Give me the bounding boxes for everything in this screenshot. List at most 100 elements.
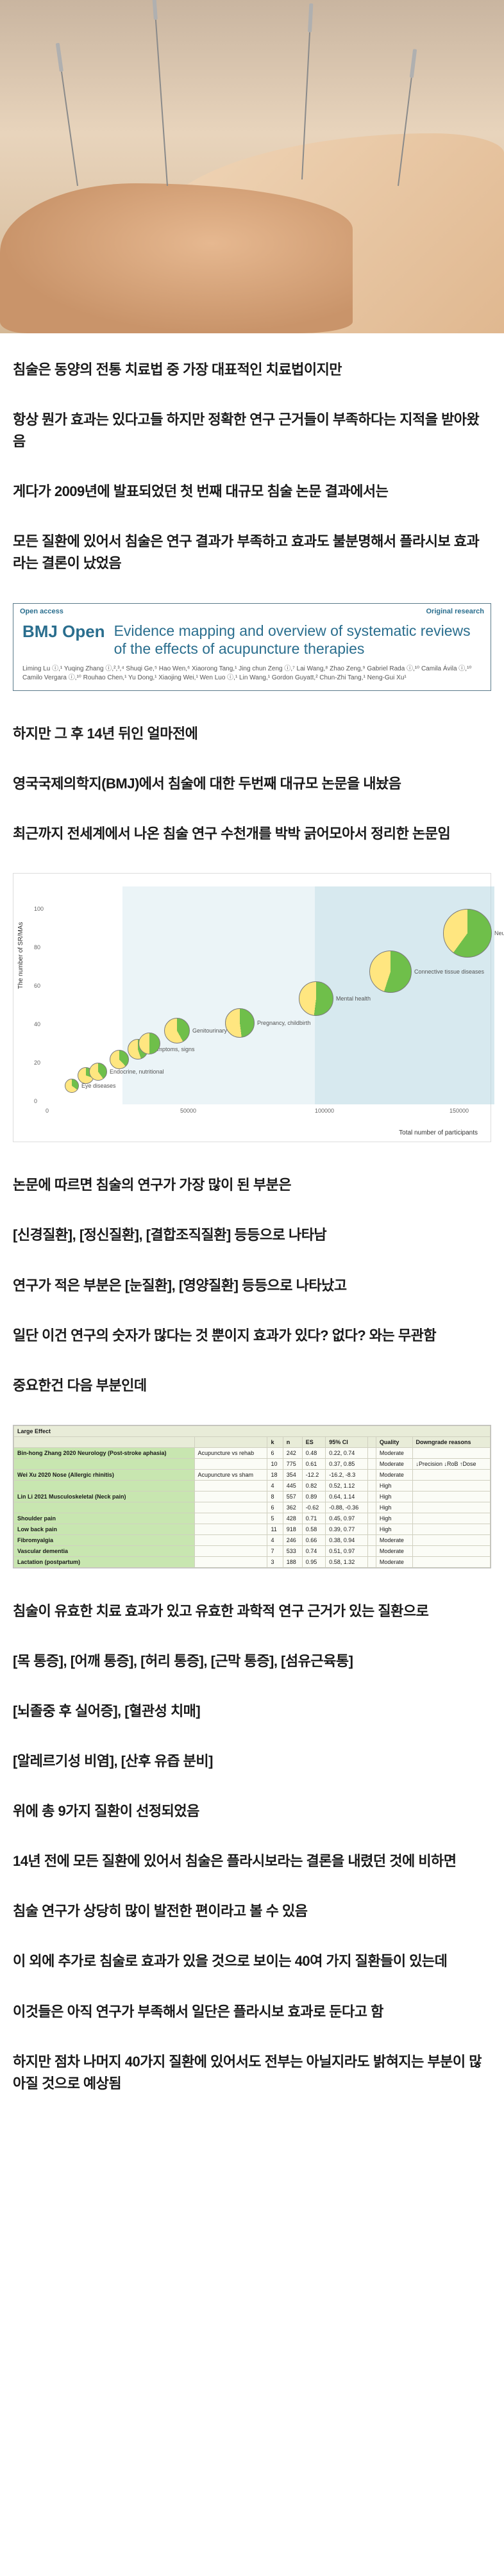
table-cell: High <box>376 1513 412 1524</box>
paragraph: 하지만 점차 나머지 40가지 질환에 있어서도 전부는 아닐지라도 밝혀지는 … <box>13 2051 491 2095</box>
paragraph: [뇌졸중 후 실어증], [혈관성 치매] <box>13 1700 491 1722</box>
table-cell: 188 <box>283 1556 302 1567</box>
table-cell: 3 <box>267 1556 283 1567</box>
table-cell: 0.37, 0.85 <box>326 1458 368 1469</box>
table-column-header: k <box>267 1436 283 1447</box>
chart-pie-label: Endocrine, nutritional <box>110 1068 164 1075</box>
table-row: Lin Li 2021 Musculoskeletal (Neck pain)8… <box>14 1491 491 1502</box>
table-cell: Moderate <box>376 1556 412 1567</box>
table-cell: -0.88, -0.36 <box>326 1502 368 1513</box>
hand-shape <box>0 183 353 333</box>
table-cell: 0.64, 1.14 <box>326 1491 368 1502</box>
paragraph: 항상 뭔가 효과는 있다고들 하지만 정확한 연구 근거들이 부족하다는 지적을… <box>13 409 491 453</box>
table-cell: 11 <box>267 1524 283 1534</box>
chart-ylabel: The number of SR/MAs <box>17 922 24 989</box>
paragraph: 영국국제의학지(BMJ)에서 침술에 대한 두번째 대규모 논문을 내놨음 <box>13 773 491 795</box>
paragraph: 침술 연구가 상당히 많이 발전한 편이라고 볼 수 있음 <box>13 1900 491 1922</box>
paragraph: 이 외에 추가로 침술로 효과가 있을 것으로 보이는 40여 가지 질환들이 … <box>13 1950 491 1972</box>
table-row: Vascular dementia75330.740.51, 0.97Moder… <box>14 1545 491 1556</box>
table-row: Fibromyalgia42460.660.38, 0.94Moderate <box>14 1534 491 1545</box>
table-cell <box>14 1458 195 1469</box>
chart-ytick: 40 <box>34 1021 40 1027</box>
table-cell: 246 <box>283 1534 302 1545</box>
table-row: Bin-hong Zhang 2020 Neurology (Post-stro… <box>14 1447 491 1458</box>
table-cell <box>412 1545 490 1556</box>
paragraph: 게다가 2009년에 발표되었던 첫 번째 대규모 침술 논문 결과에서는 <box>13 481 491 503</box>
paragraph: 모든 질환에 있어서 침술은 연구 결과가 부족하고 효과도 불분명해서 플라시… <box>13 531 491 574</box>
paragraph: 침술은 동양의 전통 치료법 중 가장 대표적인 치료법이지만 <box>13 359 491 381</box>
table-cell: 242 <box>283 1447 302 1458</box>
table-cell: 18 <box>267 1469 283 1480</box>
paragraph: [신경질환], [정신질환], [결합조직질환] 등등으로 나타남 <box>13 1224 491 1246</box>
table-cell: 6 <box>267 1447 283 1458</box>
article-body: 침술은 동양의 전통 치료법 중 가장 대표적인 치료법이지만 항상 뭔가 효과… <box>0 359 504 2095</box>
table-cell <box>412 1502 490 1513</box>
table-cell: 4 <box>267 1534 283 1545</box>
table-cell: Shoulder pain <box>14 1513 195 1524</box>
table-cell: 0.51, 0.97 <box>326 1545 368 1556</box>
table-cell: 445 <box>283 1480 302 1491</box>
paragraph: [목 통증], [어깨 통증], [허리 통증], [근막 통증], [섬유근육… <box>13 1650 491 1672</box>
table-cell: 6 <box>267 1502 283 1513</box>
chart-ytick: 80 <box>34 944 40 951</box>
chart-xtick: 50000 <box>180 1108 196 1114</box>
paragraph: 최근까지 전세계에서 나온 침술 연구 수천개를 박박 긁어모아서 정리한 논문… <box>13 823 491 845</box>
table-cell: 4 <box>267 1480 283 1491</box>
paragraph: 하지만 그 후 14년 뒤인 얼마전에 <box>13 723 491 745</box>
table-cell: Moderate <box>376 1469 412 1480</box>
table-cell: 428 <box>283 1513 302 1524</box>
chart-ytick: 60 <box>34 983 40 989</box>
chart-pie-marker <box>65 1079 79 1093</box>
chart-pie-marker <box>369 951 412 993</box>
table-cell: -12.2 <box>302 1469 325 1480</box>
table-cell <box>194 1524 267 1534</box>
bmj-paper-header: Open access Original research BMJ Open E… <box>13 603 491 692</box>
table-row: Wei Xu 2020 Nose (Allergic rhinitis)Acup… <box>14 1469 491 1480</box>
table-cell: 362 <box>283 1502 302 1513</box>
table-cell <box>194 1491 267 1502</box>
table-column-header: Quality <box>376 1436 412 1447</box>
table-column-header: ES <box>302 1436 325 1447</box>
table-cell <box>194 1458 267 1469</box>
table-cell <box>368 1458 376 1469</box>
table-cell: ↓Precision ↓RoB ↑Dose <box>412 1458 490 1469</box>
bmj-logo: BMJ Open <box>22 622 105 642</box>
chart-xtick: 150000 <box>449 1108 469 1114</box>
chart-xtick: 0 <box>46 1108 49 1114</box>
table-cell <box>368 1469 376 1480</box>
table-cell: Lin Li 2021 Musculoskeletal (Neck pain) <box>14 1491 195 1502</box>
table-cell: 918 <box>283 1524 302 1534</box>
table-cell: 354 <box>283 1469 302 1480</box>
paragraph: 중요한건 다음 부분인데 <box>13 1375 491 1397</box>
paragraph: 일단 이건 연구의 숫자가 많다는 것 뿐이지 효과가 있다? 없다? 와는 무… <box>13 1325 491 1347</box>
table-cell <box>412 1556 490 1567</box>
needle-icon <box>155 20 168 187</box>
paper-authors: Liming Lu ⓘ,¹ Yuqing Zhang ⓘ,²,³,⁴ Shuqi… <box>13 665 491 690</box>
table-cell: 533 <box>283 1545 302 1556</box>
paragraph: [알레르기성 비염], [산후 유즙 분비] <box>13 1750 491 1772</box>
table-cell: Acupuncture vs sham <box>194 1469 267 1480</box>
paragraph: 이것들은 아직 연구가 부족해서 일단은 플라시보 효과로 둔다고 함 <box>13 2001 491 2023</box>
table-cell: 0.61 <box>302 1458 325 1469</box>
chart-pie-label: Genitourinary <box>192 1027 227 1034</box>
chart-pie-label: Connective tissue diseases <box>414 968 484 975</box>
table-row: Low back pain119180.580.39, 0.77High <box>14 1524 491 1534</box>
table-cell <box>194 1502 267 1513</box>
table-cell: Vascular dementia <box>14 1545 195 1556</box>
table-cell: Bin-hong Zhang 2020 Neurology (Post-stro… <box>14 1447 195 1458</box>
chart-xtick: 100000 <box>315 1108 334 1114</box>
table-row: 6362-0.62-0.88, -0.36High <box>14 1502 491 1513</box>
chart-ytick: 0 <box>34 1098 37 1104</box>
paragraph: 14년 전에 모든 질환에 있어서 침술은 플라시보라는 결론을 내렸던 것에 … <box>13 1850 491 1872</box>
table-cell: Acupuncture vs rehab <box>194 1447 267 1458</box>
table-cell: Lactation (postpartum) <box>14 1556 195 1567</box>
table-cell <box>368 1545 376 1556</box>
table-cell: Moderate <box>376 1545 412 1556</box>
table-cell: Moderate <box>376 1447 412 1458</box>
table-cell: 0.58, 1.32 <box>326 1556 368 1567</box>
table-column-header: n <box>283 1436 302 1447</box>
table-cell <box>412 1524 490 1534</box>
table-cell <box>412 1480 490 1491</box>
table-cell: 0.58 <box>302 1524 325 1534</box>
table-cell <box>412 1469 490 1480</box>
